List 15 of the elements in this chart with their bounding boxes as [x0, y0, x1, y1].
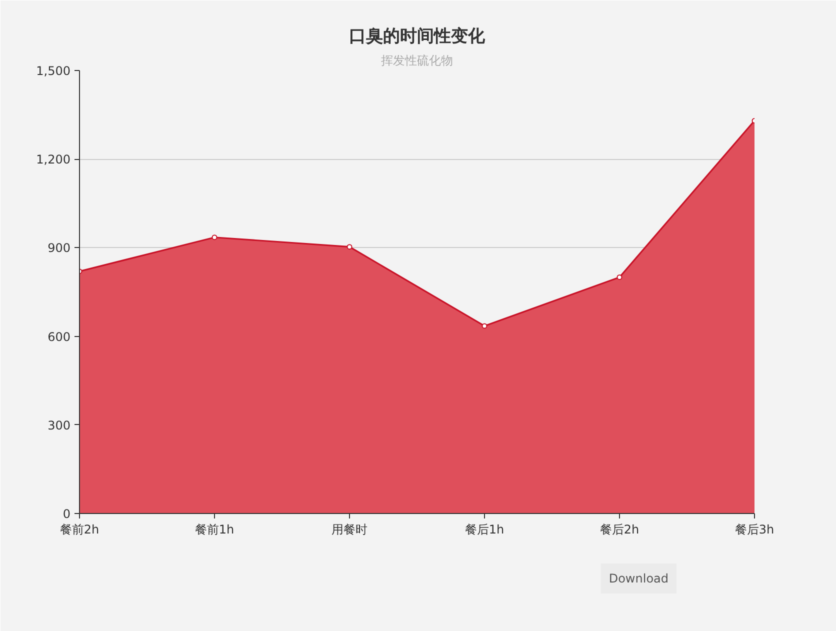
x-tick-label: 餐前1h: [194, 522, 234, 536]
x-tick-label: 餐前2h: [60, 522, 100, 536]
x-tick-label: 用餐时: [332, 522, 368, 536]
y-tick-label: 300: [48, 418, 70, 432]
x-tick-label: 餐后1h: [464, 522, 504, 536]
x-tick-label: 餐后2h: [600, 522, 640, 536]
y-tick-label: 900: [48, 241, 70, 256]
y-tick-label: 1,200: [36, 152, 71, 167]
chart-title: 口臭的时间性变化: [349, 26, 486, 46]
text: Download: [608, 572, 669, 586]
x-tick-label: 餐后3h: [734, 522, 774, 536]
y-tick-label: 1,500: [36, 64, 71, 78]
y-tick-label: 0: [62, 507, 71, 521]
y-tick-label: 600: [48, 330, 70, 344]
chart-subtitle: 挥发性硫化物: [381, 54, 453, 68]
